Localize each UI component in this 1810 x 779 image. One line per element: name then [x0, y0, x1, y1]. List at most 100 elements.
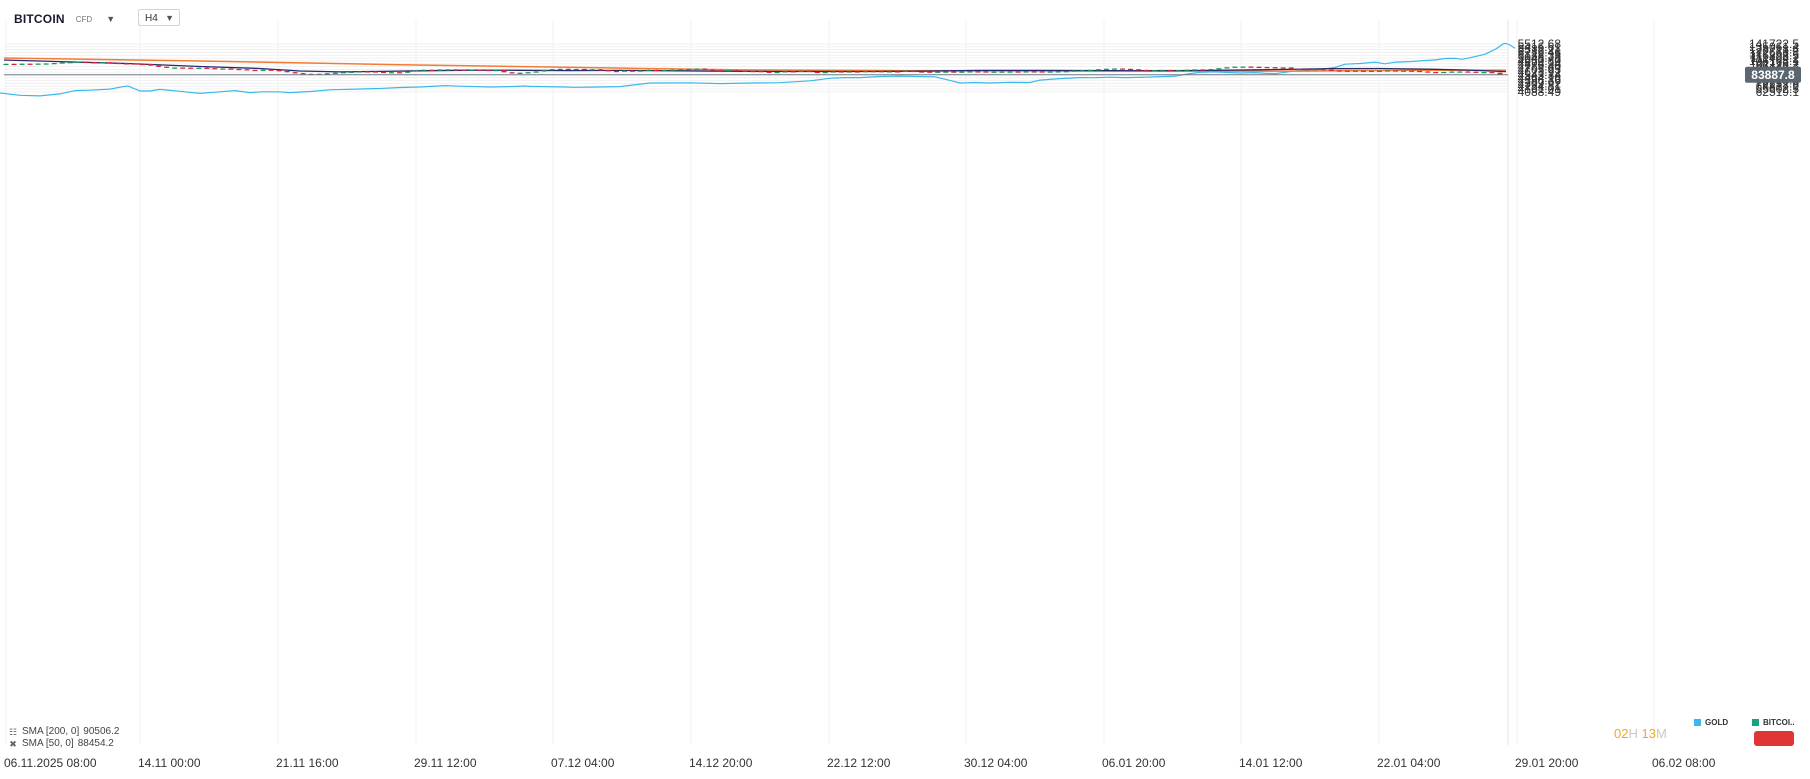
btc-candle-body — [517, 72, 523, 74]
btc-candle-body — [501, 69, 507, 73]
btc-candle-body — [43, 63, 49, 65]
btc-candle-body — [372, 71, 378, 73]
btc-candle-body — [477, 69, 483, 71]
btc-candle-body — [1023, 71, 1029, 73]
btc-axis-label: 62519.1 — [1756, 85, 1800, 99]
btc-candle-body — [83, 61, 89, 63]
legend-bitcoin[interactable]: BITCOI.. — [1752, 718, 1795, 727]
btc-candle-body — [710, 69, 716, 71]
x-tick-label: 06.11.2025 08:00 — [4, 756, 97, 770]
legend-gold[interactable]: GOLD — [1694, 718, 1728, 727]
btc-axis-label: 122663.8 — [1749, 45, 1799, 59]
chevron-down-icon[interactable]: ▼ — [106, 14, 116, 24]
btc-candle-body — [1481, 72, 1487, 74]
btc-candle-body — [1079, 70, 1085, 72]
btc-candle-body — [252, 69, 258, 72]
btc-candle-body — [541, 69, 547, 72]
instrument-color-button[interactable] — [1754, 731, 1794, 746]
btc-candle-body — [1047, 71, 1053, 73]
btc-candle-body — [228, 68, 234, 70]
btc-candle-body — [244, 69, 250, 71]
btc-candle-body — [911, 70, 917, 73]
btc-candle-body — [1457, 71, 1463, 73]
gold-axis-label: 4088.49 — [1518, 85, 1562, 99]
btc-axis-label: 135061.4 — [1749, 40, 1799, 54]
btc-candle-body — [445, 69, 451, 71]
btc-candle-body — [1103, 68, 1109, 70]
btc-axis-label: 111404.2 — [1751, 51, 1800, 65]
btc-candle-body — [1417, 70, 1423, 73]
btc-candle-body — [1216, 68, 1222, 70]
gold-axis-label: 4874.34 — [1518, 57, 1562, 71]
btc-candle-body — [1272, 67, 1278, 69]
btc-candle-body — [1015, 71, 1021, 73]
btc-candle-body — [919, 71, 925, 73]
btc-candle-body — [983, 71, 989, 73]
btc-candle-body — [1168, 69, 1174, 72]
btc-candle-body — [782, 71, 788, 73]
btc-candle-body — [1264, 67, 1270, 69]
symbol-tag: CFD — [75, 14, 93, 24]
btc-candle-body — [364, 71, 370, 73]
btc-candle-body — [59, 62, 65, 64]
x-tick-label: 07.12 04:00 — [551, 756, 615, 770]
indicator-sma50[interactable]: ✖ SMA [50, 0] 88454.2 — [8, 738, 119, 750]
btc-candle-body — [324, 73, 330, 75]
timeframe-label: H4 — [145, 13, 158, 24]
btc-candle-body — [148, 64, 154, 66]
btc-candle-body — [830, 71, 836, 73]
settings-icon[interactable]: ☷ — [8, 726, 18, 737]
btc-candle-body — [718, 70, 724, 72]
btc-candle-body — [565, 68, 571, 71]
btc-candle-body — [1248, 66, 1254, 68]
btc-candle-body — [1128, 68, 1134, 71]
btc-axis-label: 65602.5 — [1756, 82, 1800, 96]
current-price-tag — [1745, 66, 1801, 83]
btc-candle-body — [348, 71, 354, 73]
btc-candle-body — [1497, 72, 1503, 75]
indicator-sma200[interactable]: ☷ SMA [200, 0] 90506.2 — [8, 726, 119, 738]
btc-candle-body — [220, 68, 226, 70]
btc-candle-body — [1280, 67, 1286, 69]
btc-candle-body — [300, 73, 306, 75]
btc-candle-body — [389, 72, 395, 74]
btc-candle-body — [846, 71, 852, 73]
btc-candle-body — [260, 69, 266, 71]
gold-axis-label: 4543.34 — [1518, 68, 1562, 82]
countdown-hours-unit: H — [1628, 726, 1638, 741]
btc-candle-body — [1401, 70, 1407, 72]
btc-candle-body — [3, 63, 9, 66]
btc-candle-body — [1296, 68, 1302, 70]
btc-candle-body — [1111, 68, 1117, 70]
btc-candle-body — [19, 63, 25, 65]
btc-candle-body — [11, 63, 17, 66]
btc-candle-body — [1393, 70, 1399, 72]
btc-candle-body — [525, 72, 531, 74]
x-tick-label: 21.11 16:00 — [276, 756, 339, 770]
btc-candle-body — [284, 71, 290, 73]
btc-candle-body — [485, 69, 491, 72]
btc-candle-body — [991, 71, 997, 73]
btc-candle-body — [1055, 71, 1061, 73]
x-tick-label: 22.12 12:00 — [827, 756, 891, 770]
btc-axis-label: 116898.5 — [1750, 48, 1799, 62]
btc-candle-body — [734, 70, 740, 72]
btc-candle-body — [638, 70, 644, 72]
indicator-value: 90506.2 — [83, 726, 120, 737]
btc-candle-body — [212, 68, 218, 70]
close-icon[interactable]: ✖ — [9, 738, 17, 749]
btc-candle-body — [581, 68, 587, 71]
btc-candle-body — [292, 72, 298, 74]
timeframe-selector[interactable]: H4 ▼ — [138, 9, 180, 26]
btc-candle-body — [67, 62, 73, 64]
btc-candle-body — [204, 67, 210, 69]
btc-candle-body — [51, 63, 57, 65]
btc-candle-body — [1312, 69, 1318, 71]
gold-axis-label: 4623.92 — [1518, 65, 1562, 79]
btc-candle-body — [115, 62, 121, 65]
symbol-selector[interactable]: BITCOIN CFD ▼ — [14, 8, 115, 30]
btc-candle-body — [196, 67, 202, 69]
btc-candle-body — [1409, 70, 1415, 72]
btc-candle-body — [1385, 70, 1391, 72]
